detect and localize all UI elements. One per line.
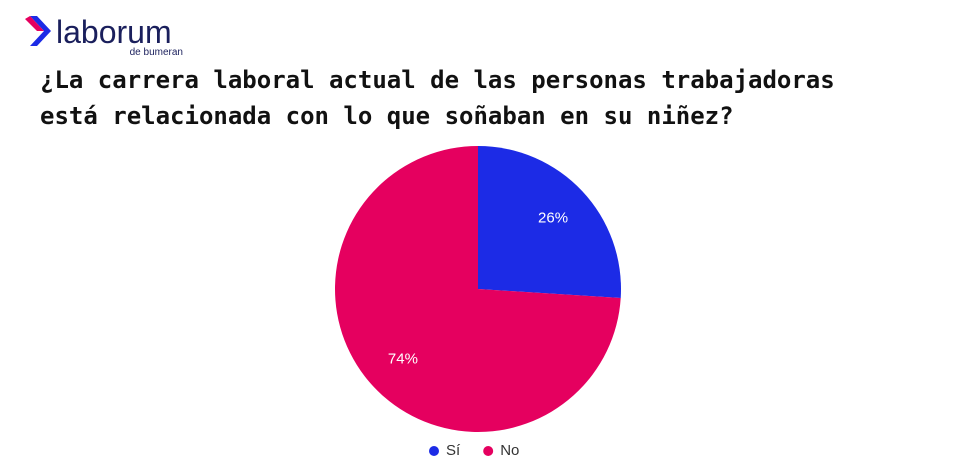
logo: laborum de bumeran — [25, 14, 183, 58]
logo-icon — [30, 16, 51, 46]
chart-title: ¿La carrera laboral actual de las person… — [40, 66, 835, 94]
chart-title: está relacionada con lo que soñaban en s… — [40, 102, 734, 130]
logo-tagline: de bumeran — [130, 47, 183, 58]
pie-slice — [478, 146, 621, 298]
logo-name: laborum — [56, 14, 172, 50]
legend-swatch — [483, 446, 494, 456]
logo-icon-accent — [25, 16, 44, 31]
data-label: 26% — [538, 209, 568, 226]
legend-label: No — [500, 442, 519, 459]
legend-label: Sí — [446, 442, 461, 459]
data-label: 74% — [388, 350, 418, 367]
pie-slice — [335, 146, 621, 433]
legend-swatch — [429, 446, 439, 456]
